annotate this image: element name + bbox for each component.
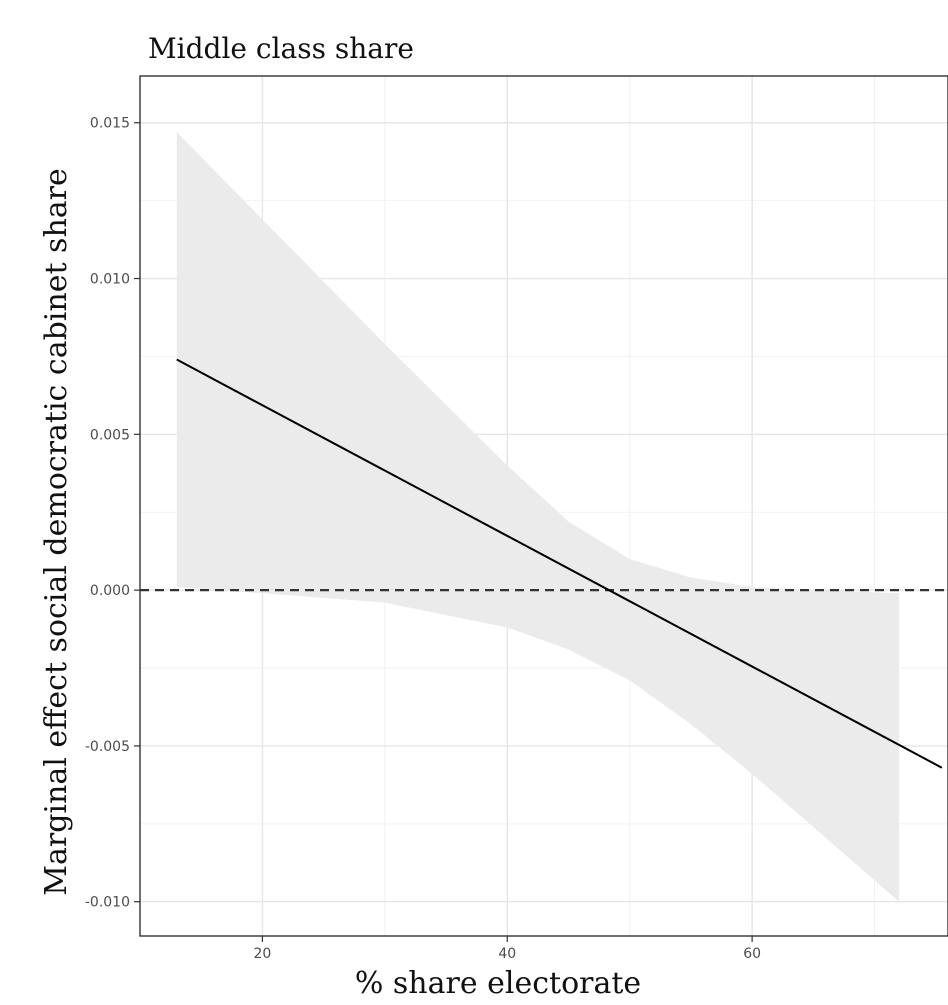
confidence-band	[176, 132, 900, 902]
y-tick-label: -0.010	[85, 895, 130, 911]
x-axis-title: % share electorate	[355, 966, 641, 1000]
y-tick-label: 0.000	[90, 583, 130, 599]
y-tick-label: 0.010	[90, 272, 130, 288]
x-tick-label: 40	[498, 946, 516, 962]
x-tick-label: 60	[743, 946, 761, 962]
y-tick-label: 0.005	[90, 427, 130, 443]
y-tick-label: -0.005	[85, 739, 130, 755]
panel-border	[139, 75, 948, 937]
tick-layer: 20 40 60 -0.010 -0.005 0.000 0.005 0.010 0.015	[85, 116, 761, 962]
x-tick-label: 20	[254, 946, 272, 962]
line-layer	[176, 358, 943, 769]
chart-title: Middle class share	[148, 32, 414, 65]
band-layer	[176, 132, 900, 902]
series-line-0	[176, 358, 943, 769]
y-tick-label: 0.015	[90, 116, 130, 132]
y-axis-title: Marginal effect social democratic cabine…	[39, 168, 74, 896]
